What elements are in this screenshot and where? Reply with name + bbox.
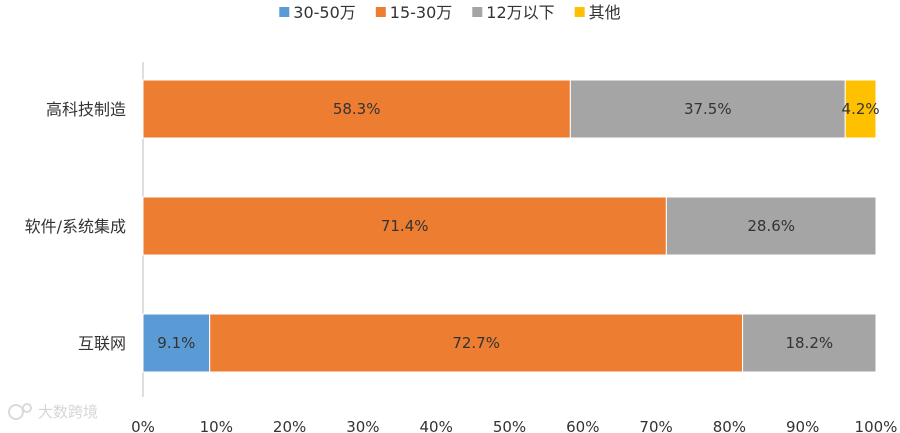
- data-label: 28.6%: [747, 217, 795, 235]
- bar-segment: [142, 313, 211, 373]
- category-label: 高科技制造: [46, 100, 126, 119]
- legend-item: 其他: [574, 3, 621, 22]
- legend-swatch: [279, 7, 290, 17]
- legend-label: 其他: [589, 3, 621, 22]
- x-tick-label: 0%: [131, 418, 155, 433]
- data-label: 9.1%: [157, 334, 195, 352]
- bar-segment: [844, 79, 877, 139]
- data-label: 18.2%: [785, 334, 833, 352]
- legend-swatch: [472, 7, 483, 17]
- legend-label: 15-30万: [390, 3, 453, 22]
- x-tick-label: 100%: [855, 418, 898, 433]
- x-tick-label: 60%: [566, 418, 599, 433]
- x-tick-label: 30%: [346, 418, 379, 433]
- data-label: 72.7%: [452, 334, 500, 352]
- watermark: 大数跨境: [8, 403, 98, 421]
- legend-swatch: [574, 7, 585, 17]
- bar-segment: [142, 79, 571, 139]
- data-label: 58.3%: [333, 100, 381, 118]
- x-tick-label: 80%: [713, 418, 746, 433]
- legend-item: 30-50万: [279, 3, 356, 22]
- watermark-text: 大数跨境: [38, 403, 98, 421]
- legend-item: 12万以下: [472, 3, 555, 22]
- legend: 30-50万 15-30万 12万以下 其他: [279, 3, 621, 22]
- bar-segment: [665, 196, 877, 256]
- bar-segment: [569, 79, 846, 139]
- x-tick-label: 90%: [786, 418, 819, 433]
- legend-item: 15-30万: [375, 3, 453, 22]
- bar-segment: [742, 313, 877, 373]
- legend-label: 30-50万: [293, 3, 356, 22]
- category-label: 软件/系统集成: [25, 217, 126, 236]
- x-tick-label: 40%: [420, 418, 453, 433]
- x-tick-label: 20%: [273, 418, 306, 433]
- legend-swatch: [375, 7, 386, 17]
- x-tick-label: 10%: [200, 418, 233, 433]
- x-tick-label: 70%: [639, 418, 672, 433]
- bars-group: 58.3% 37.5% 4.2% 71.4% 28.6% 9.1% 72.7% 18.2%: [142, 79, 880, 373]
- x-axis-tick-labels: 0% 10% 20% 30% 40% 50% 60% 70% 80% 90% 100%: [131, 418, 897, 433]
- data-label: 4.2%: [842, 100, 880, 118]
- data-label: 71.4%: [381, 217, 429, 235]
- watermark-logo-icon: [8, 403, 32, 420]
- x-tick-label: 50%: [493, 418, 526, 433]
- category-label: 互联网: [78, 334, 126, 353]
- legend-label: 12万以下: [486, 3, 554, 22]
- data-label: 37.5%: [684, 100, 732, 118]
